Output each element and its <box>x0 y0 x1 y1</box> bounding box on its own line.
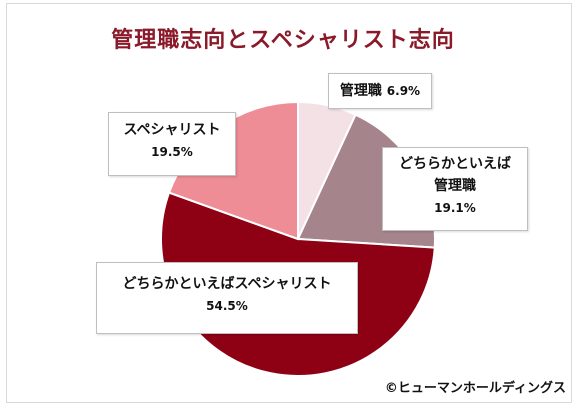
copyright-text: ©ヒューマンホールディングス <box>384 381 566 396</box>
data-label-dochiraka-kanrishoku: どちらかといえば 管理職 19.1% <box>382 147 528 231</box>
data-label-dochiraka-specialist: どちらかといえばスペシャリスト 54.5% <box>96 262 358 334</box>
chart-title: 管理職志向とスペシャリスト志向 <box>111 28 455 53</box>
data-label-kanrishoku: 管理職 6.9% <box>328 73 432 109</box>
data-label-specialist: スペシャリスト 19.5% <box>108 112 236 176</box>
